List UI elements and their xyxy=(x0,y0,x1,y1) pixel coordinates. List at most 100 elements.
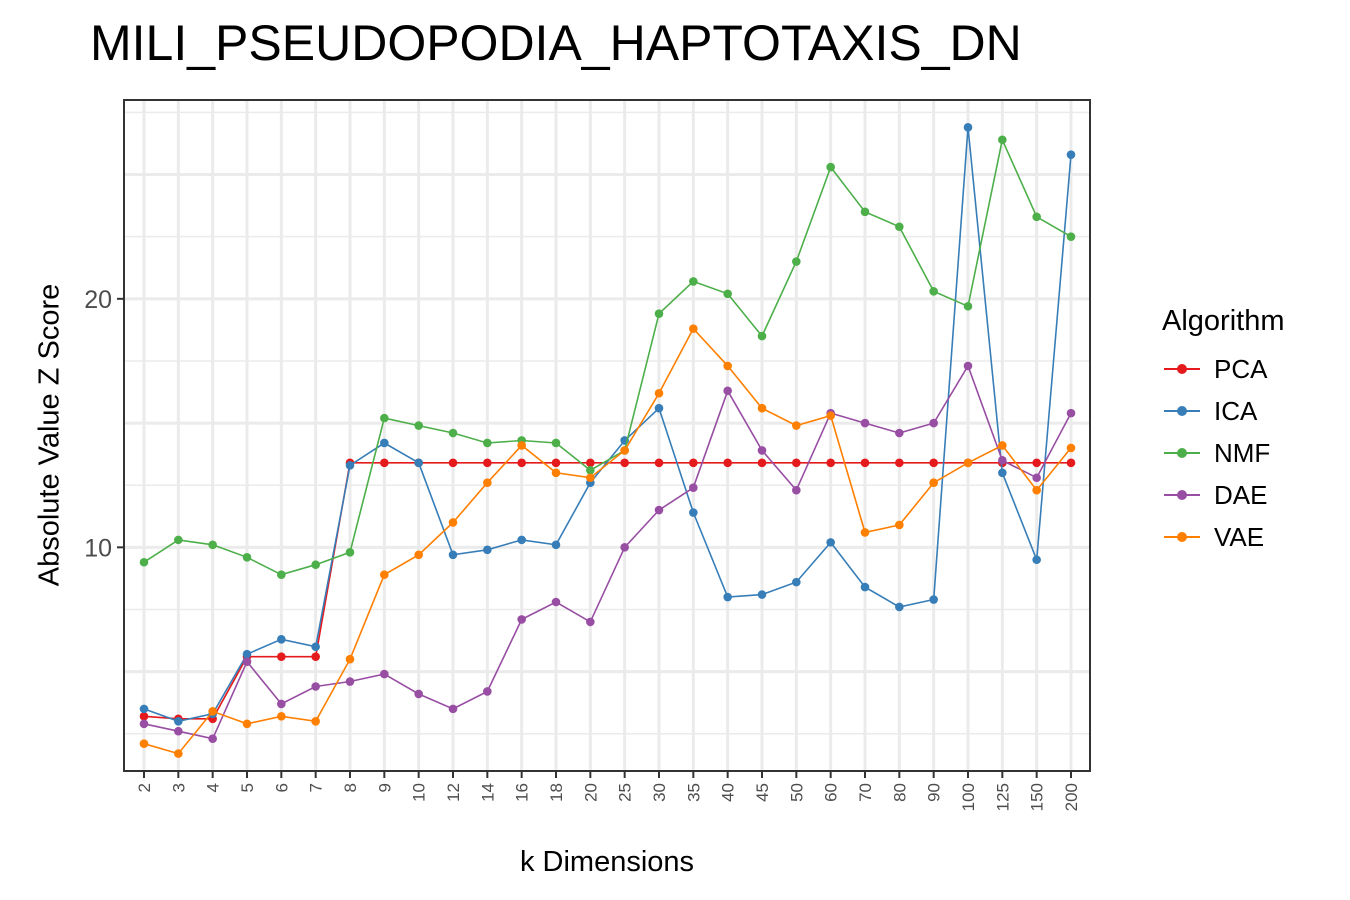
point-dae xyxy=(277,699,286,709)
point-dae xyxy=(723,386,732,396)
point-nmf xyxy=(483,438,492,448)
point-vae xyxy=(311,716,320,726)
point-pca xyxy=(654,458,664,468)
point-nmf xyxy=(654,309,664,319)
point-vae xyxy=(448,518,458,527)
point-pca xyxy=(1066,458,1076,468)
x-tick-label: 12 xyxy=(444,783,463,802)
x-tick-label: 18 xyxy=(547,783,566,802)
point-dae xyxy=(380,669,389,679)
point-dae xyxy=(139,719,149,729)
point-dae xyxy=(586,617,595,627)
x-tick-label: 200 xyxy=(1062,783,1081,811)
point-nmf xyxy=(174,535,183,545)
point-dae xyxy=(448,704,458,714)
point-pca xyxy=(551,458,561,468)
point-ica xyxy=(174,716,183,726)
legend-item-dae: DAE xyxy=(1162,474,1285,516)
x-tick-label: 9 xyxy=(375,783,394,792)
point-dae xyxy=(620,543,629,552)
x-tick-label: 50 xyxy=(787,783,806,802)
point-vae xyxy=(517,441,526,450)
x-axis-label: k Dimensions xyxy=(519,846,695,878)
point-vae xyxy=(860,528,870,537)
point-ica xyxy=(242,649,252,659)
point-dae xyxy=(1032,473,1041,483)
x-tick-label: 14 xyxy=(478,783,497,802)
point-ica xyxy=(860,582,870,592)
point-vae xyxy=(723,361,732,371)
point-dae xyxy=(895,428,904,438)
point-nmf xyxy=(689,277,698,286)
point-pca xyxy=(139,712,149,721)
point-vae xyxy=(895,520,904,530)
point-nmf xyxy=(792,257,801,266)
point-dae xyxy=(963,361,973,371)
point-nmf xyxy=(311,560,320,570)
point-dae xyxy=(174,726,183,736)
point-ica xyxy=(414,458,423,468)
point-dae xyxy=(1066,408,1076,418)
point-ica xyxy=(448,550,458,560)
point-pca xyxy=(826,458,835,468)
point-ica xyxy=(929,595,938,604)
point-pca xyxy=(689,458,698,468)
legend-title: Algorithm xyxy=(1162,305,1285,337)
x-tick-label: 40 xyxy=(719,783,738,802)
point-vae xyxy=(483,478,492,488)
x-tick-label: 25 xyxy=(616,783,635,802)
point-nmf xyxy=(380,413,389,423)
point-ica xyxy=(689,508,698,517)
point-dae xyxy=(208,734,217,743)
chart-title: MILI_PSEUDOPODIA_HAPTOTAXIS_DN xyxy=(90,15,1022,71)
legend-item-vae: VAE xyxy=(1162,516,1285,558)
point-dae xyxy=(414,689,423,699)
series-line-nmf xyxy=(143,137,1072,576)
series-line-ica xyxy=(143,127,1072,723)
x-tick-label: 60 xyxy=(822,783,841,802)
point-ica xyxy=(757,590,767,599)
point-dae xyxy=(551,597,561,607)
legend-label-dae: DAE xyxy=(1214,479,1268,510)
y-axis-label: Absolute Value Z Score xyxy=(33,283,66,587)
x-tick-label: 3 xyxy=(169,783,188,792)
point-pca xyxy=(483,458,492,468)
legend-item-pca: PCA xyxy=(1162,348,1285,390)
x-tick-label: 20 xyxy=(581,783,600,802)
legend-label-vae: VAE xyxy=(1214,521,1265,552)
point-ica xyxy=(895,602,904,612)
panel-border xyxy=(123,99,1091,772)
point-dae xyxy=(517,615,526,624)
point-ica xyxy=(1032,555,1041,565)
x-tick-label: 8 xyxy=(341,783,360,792)
point-nmf xyxy=(277,570,286,579)
point-ica xyxy=(517,535,526,545)
point-dae xyxy=(757,446,767,455)
x-tick-label: 6 xyxy=(272,783,291,792)
point-vae xyxy=(963,458,973,468)
x-tick-label: 45 xyxy=(753,783,772,802)
x-tick-label: 35 xyxy=(684,783,703,802)
point-ica xyxy=(345,461,355,470)
point-pca xyxy=(757,458,767,468)
point-nmf xyxy=(208,540,217,550)
point-dae xyxy=(929,418,938,428)
point-dae xyxy=(311,682,320,691)
point-vae xyxy=(757,403,767,413)
point-nmf xyxy=(551,438,561,448)
point-nmf xyxy=(242,552,252,562)
point-ica xyxy=(963,123,973,132)
point-dae xyxy=(860,418,870,428)
y-tick-label: 20 xyxy=(84,286,112,314)
point-nmf xyxy=(963,301,973,311)
point-ica xyxy=(551,540,561,550)
point-vae xyxy=(139,739,149,748)
point-nmf xyxy=(723,289,732,299)
point-ica xyxy=(998,468,1007,478)
point-nmf xyxy=(757,331,767,341)
x-tick-label: 125 xyxy=(993,783,1012,811)
series-line-pca xyxy=(143,461,1071,720)
point-pca xyxy=(929,458,938,468)
series-line-vae xyxy=(143,327,1072,755)
point-vae xyxy=(929,478,938,488)
